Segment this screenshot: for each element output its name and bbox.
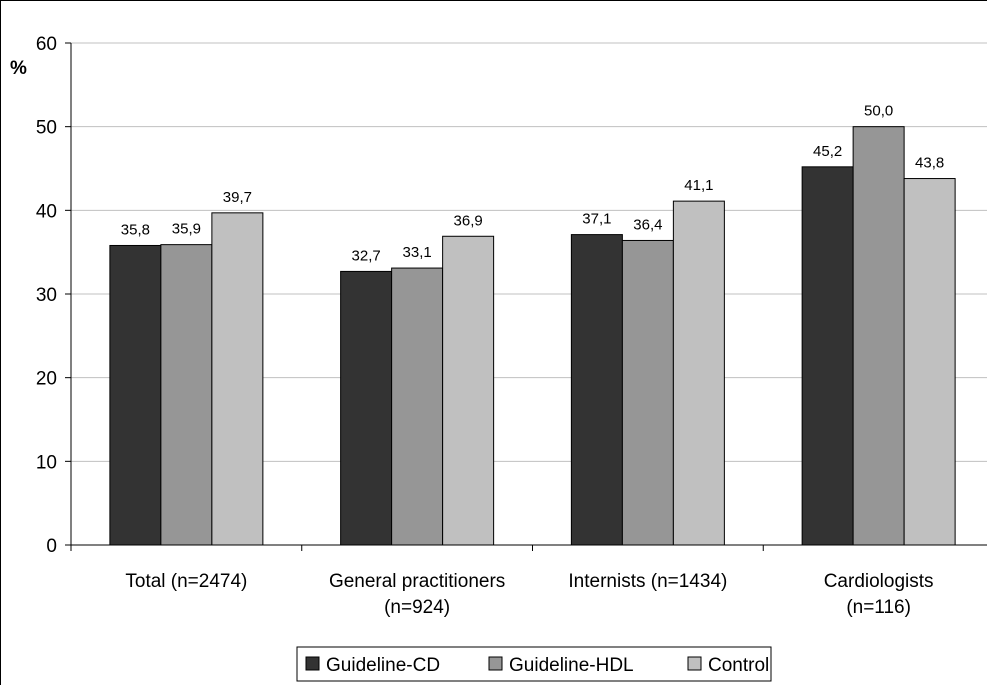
data-label: 45,2 (813, 143, 842, 160)
bar (442, 235, 495, 546)
legend-entry: Guideline-CD (326, 655, 440, 676)
data-label: 35,8 (121, 221, 150, 238)
data-label: 33,1 (403, 244, 432, 261)
data-label: 50,0 (864, 103, 893, 120)
legend-swatch (687, 656, 702, 671)
x-category-label: Internists (n=1434) (568, 571, 727, 592)
legend-entry: Guideline-HDL (509, 655, 634, 676)
data-label: 41,1 (684, 177, 713, 194)
bar (903, 178, 956, 546)
data-label: 36,4 (633, 216, 662, 233)
bar (621, 239, 674, 546)
data-label: 36,9 (454, 212, 483, 229)
bar (672, 200, 725, 546)
legend-entry: Control (708, 655, 769, 676)
y-tick-label: 30 (36, 285, 57, 306)
y-tick-label: 20 (36, 369, 57, 390)
x-category-label: Total (n=2474) (125, 571, 247, 592)
bar (109, 244, 162, 546)
bar (391, 267, 444, 546)
bar (211, 212, 264, 546)
data-label: 37,1 (582, 211, 611, 228)
bars (109, 126, 956, 546)
bar (570, 234, 623, 546)
data-label: 35,9 (172, 221, 201, 238)
data-label: 43,8 (915, 155, 944, 172)
y-tick-label: 50 (36, 118, 57, 139)
legend-swatch (305, 656, 320, 671)
y-tick-label: 60 (36, 34, 57, 55)
x-category-label: Cardiologists (n=116) (824, 571, 934, 618)
x-category-label: General practitioners (n=924) (329, 571, 505, 618)
y-tick-label: 0 (46, 536, 57, 557)
labels: 0 10 20 30 40 50 60 35,8 35,9 39,7 Total (n=2474) 3… (36, 34, 944, 618)
legend: Guideline-CD Guideline-HDL Control (296, 646, 772, 682)
y-tick-label: 10 (36, 452, 57, 473)
y-tick-label: 40 (36, 201, 57, 222)
data-label: 39,7 (223, 189, 252, 206)
y-axis-unit-label: % (10, 58, 27, 79)
bar (340, 270, 393, 546)
legend-swatch (488, 656, 503, 671)
bar (852, 126, 905, 546)
bar (160, 244, 213, 546)
bar (801, 166, 854, 546)
data-label: 32,7 (352, 247, 381, 264)
axes (65, 42, 987, 551)
